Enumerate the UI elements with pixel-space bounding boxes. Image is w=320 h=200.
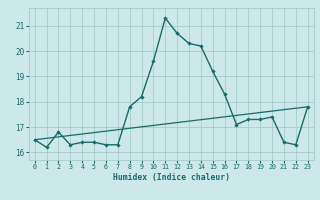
X-axis label: Humidex (Indice chaleur): Humidex (Indice chaleur): [113, 173, 230, 182]
